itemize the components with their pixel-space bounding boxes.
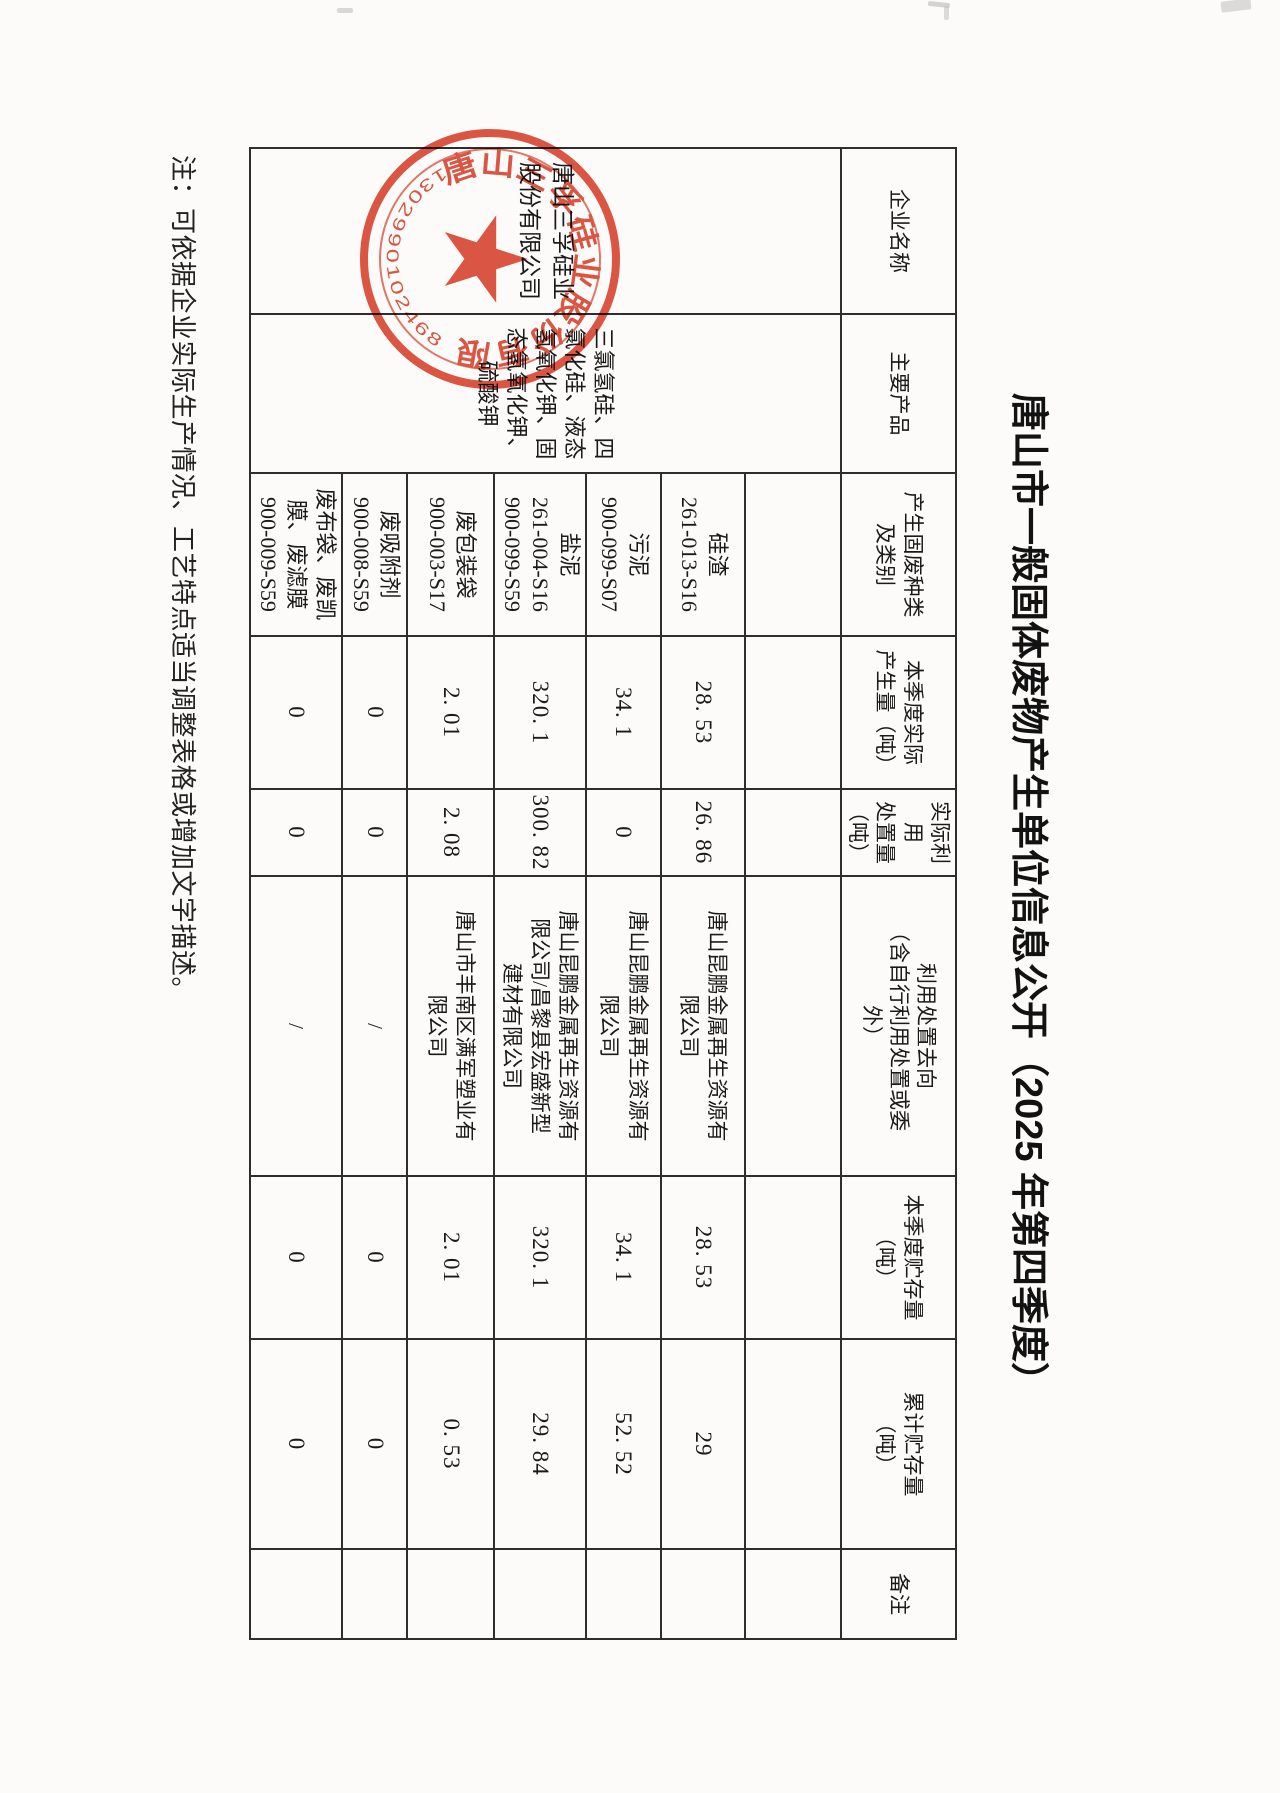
column-header-destination: 利用处置去向 （含自行利用处置或委 外）: [840, 876, 956, 1176]
table-cell: [250, 1549, 343, 1639]
table-cell: 0: [342, 1339, 408, 1549]
main-products-cell: 三氯氢硅、四 氯化硅、液态 氢氧化钾、固 态氢氧化钾、 硫酸钾: [250, 314, 841, 473]
table-cell: /: [250, 876, 343, 1176]
table-cell: 0: [250, 1176, 343, 1339]
column-header-cumulative-storage: 累计贮存量 （吨）: [840, 1339, 956, 1549]
table-cell: 0: [250, 636, 343, 789]
table-cell: 废布袋、废凯 膜、废滤膜 900-009-S59: [250, 473, 343, 636]
table-cell: /: [342, 876, 408, 1176]
table-cell: 28. 53: [660, 636, 745, 789]
company-name-cell: 唐山三孚硅业 股份有限公司: [250, 148, 841, 314]
scan-artifact: [944, 6, 949, 20]
table-cell: 唐山昆鹏金属再生资源有 限公司/昌黎县宏盛新型 建材有限公司: [494, 876, 586, 1176]
table-cell: 废包装袋 900-003-S17: [407, 473, 495, 636]
column-header-remarks: 备注: [840, 1549, 956, 1639]
table-cell: [744, 1176, 841, 1339]
table-cell: 废吸附剂 900-008-S59: [342, 473, 408, 636]
table-cell: 29: [660, 1339, 745, 1549]
table-cell: 300. 82: [494, 789, 586, 876]
column-header-company: 企业名称: [840, 148, 956, 314]
column-header-quarter-storage: 本季度贮存量 （吨）: [840, 1176, 956, 1339]
table-cell: 34. 1: [585, 636, 661, 789]
table-cell: [744, 636, 841, 789]
table-cell: [744, 876, 841, 1176]
column-header-waste-type: 产生固废种类 及类别: [840, 473, 956, 636]
table-cell: [660, 1549, 745, 1639]
table-cell: [744, 789, 841, 876]
table-cell: 0: [585, 789, 661, 876]
table-cell: 2. 01: [407, 636, 495, 789]
column-header-products: 主要产品: [840, 314, 956, 473]
header-row: 企业名称 主要产品 产生固废种类 及类别 本季度实际 产生量（吨） 实际利用 处…: [840, 148, 956, 1639]
scan-artifact: [337, 8, 353, 13]
table-cell: [744, 1549, 841, 1639]
table-cell: 盐泥 261-004-S16 900-099-S59: [494, 473, 586, 636]
table-cell: 320. 1: [494, 636, 586, 789]
table-cell: [494, 1549, 586, 1639]
table-cell: [585, 1549, 661, 1639]
table-cell: 2. 01: [407, 1176, 495, 1339]
table-cell: 唐山市丰南区满军塑业有 限公司: [407, 876, 495, 1176]
document-title: 唐山市一般固体废物产生单位信息公开（2025 年第四季度）: [1007, 392, 1049, 1401]
table-cell: [744, 473, 841, 636]
table-cell: 0: [250, 1339, 343, 1549]
table-cell: 2. 08: [407, 789, 495, 876]
column-header-disposed: 实际利用 处置量 （吨）: [840, 789, 956, 876]
table-cell: [744, 1339, 841, 1549]
table-cell: 唐山昆鹏金属再生资源有 限公司: [660, 876, 745, 1176]
table-cell: 0: [342, 789, 408, 876]
footnote: 注：可依据企业实际生产情况、工艺特点适当调整表格或增加文字描述。: [168, 155, 197, 1004]
table-cell: 29. 84: [494, 1339, 586, 1549]
table-cell: 污泥 900-099-S07: [585, 473, 661, 636]
table-cell: 0: [250, 789, 343, 876]
table-cell: 28. 53: [660, 1176, 745, 1339]
table-cell: 34. 1: [585, 1176, 661, 1339]
table-cell: 52. 52: [585, 1339, 661, 1549]
table-cell: 唐山昆鹏金属再生资源有 限公司: [585, 876, 661, 1176]
column-header-produced: 本季度实际 产生量（吨）: [840, 636, 956, 789]
table-cell: [342, 1549, 408, 1639]
table-cell: 0: [342, 636, 408, 789]
disclosure-table: 企业名称 主要产品 产生固废种类 及类别 本季度实际 产生量（吨） 实际利用 处…: [249, 147, 957, 1640]
table-cell: [407, 1549, 495, 1639]
table-cell: 26. 86: [660, 789, 745, 876]
table-row: 唐山三孚硅业 股份有限公司 三氯氢硅、四 氯化硅、液态 氢氧化钾、固 态氢氧化钾、…: [250, 148, 841, 1639]
table-cell: 0. 53: [407, 1339, 495, 1549]
table-cell: 320. 1: [494, 1176, 586, 1339]
table-cell: 0: [342, 1176, 408, 1339]
table-cell: 硅渣 261-013-S16: [660, 473, 745, 636]
